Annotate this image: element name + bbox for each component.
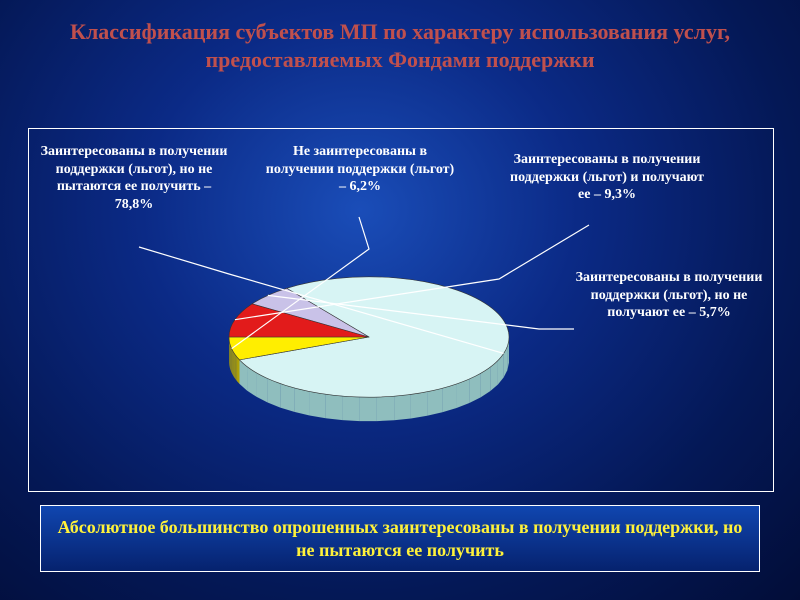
pie-chart xyxy=(219,259,519,449)
pie-svg xyxy=(219,259,519,449)
footer-summary: Абсолютное большинство опрошенных заинте… xyxy=(40,505,760,572)
slide-title: Классификация субъектов МП по характеру … xyxy=(60,18,740,73)
slice-pct: 6,2% xyxy=(350,179,382,194)
chart-frame: Заинтересованы в получении поддержки (ль… xyxy=(28,128,774,492)
slice-label-3: Заинтересованы в получении поддержки (ль… xyxy=(569,269,769,322)
slice-label-0: Заинтересованы в получении поддержки (ль… xyxy=(39,143,229,213)
slice-pct: 9,3% xyxy=(604,187,636,202)
slice-pct: 5,7% xyxy=(699,305,731,320)
slice-label-2: Заинтересованы в получении поддержки (ль… xyxy=(507,151,707,204)
slice-label-1: Не заинтересованы в получении поддержки … xyxy=(265,143,455,196)
slice-pct: 78,8% xyxy=(115,197,154,212)
slice-label-text: Не заинтересованы в получении поддержки … xyxy=(266,144,454,177)
slice-label-text: Заинтересованы в получении поддержки (ль… xyxy=(41,144,228,194)
slide: Классификация субъектов МП по характеру … xyxy=(0,0,800,600)
slice-label-text: Заинтересованы в получении поддержки (ль… xyxy=(576,270,763,320)
